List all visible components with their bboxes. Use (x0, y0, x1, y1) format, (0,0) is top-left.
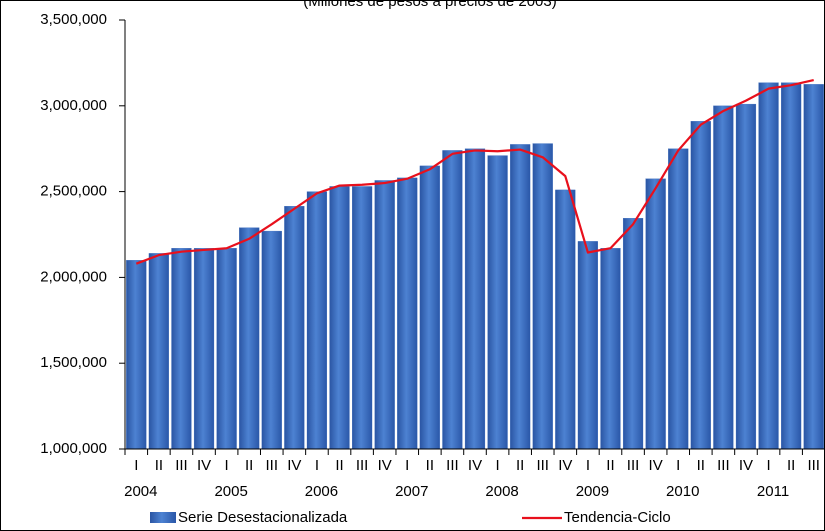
bar (171, 248, 192, 450)
bar (126, 260, 147, 450)
bar (464, 148, 486, 450)
x-tick-label: IV (558, 457, 572, 474)
x-tick-label: II (787, 457, 795, 474)
x-tick-label: I (676, 457, 680, 474)
bar (487, 155, 508, 450)
bar (577, 241, 598, 450)
x-tick-label: III (266, 457, 279, 474)
x-tick-label: II (155, 457, 163, 474)
bar (261, 230, 282, 450)
x-tick-label: II (335, 457, 343, 474)
x-tick-label: I (766, 457, 770, 474)
x-tick-label: III (717, 457, 730, 474)
x-tick-label: II (606, 457, 614, 474)
bar (510, 144, 531, 450)
y-tick-label: 1,500,000 (40, 354, 107, 371)
legend-swatch (150, 512, 176, 523)
bar (645, 178, 666, 450)
trend-line (135, 78, 814, 265)
year-label: 2006 (305, 483, 338, 500)
x-tick-label: II (426, 457, 434, 474)
x-tick-label: IV (468, 457, 482, 474)
x-tick-label: I (225, 457, 229, 474)
x-tick-label: IV (197, 457, 211, 474)
year-label: 2011 (757, 483, 789, 500)
year-label: 2010 (666, 483, 699, 500)
year-label: 2008 (485, 483, 518, 500)
bar (216, 248, 237, 450)
x-tick-label: IV (739, 457, 753, 474)
x-tick-label: IV (287, 457, 301, 474)
x-tick-label: I (405, 457, 409, 474)
year-label: 2007 (395, 483, 428, 500)
chart-subtitle: (Millones de pesos a precios de 2003) (303, 0, 556, 10)
bar (668, 148, 689, 450)
x-tick-label: III (446, 457, 459, 474)
bar (803, 84, 824, 450)
x-tick-label: II (697, 457, 705, 474)
bar (284, 206, 305, 450)
x-tick-label: III (627, 457, 640, 474)
x-tick-label: I (495, 457, 499, 474)
bar (374, 180, 395, 450)
x-tick-label: II (516, 457, 524, 474)
bar (239, 227, 260, 450)
bar (622, 218, 644, 450)
x-tick-label: IV (649, 457, 663, 474)
bar (735, 103, 757, 450)
bar (600, 248, 621, 450)
legend-label: Tendencia-Ciclo (564, 509, 671, 526)
x-tick-label: I (315, 457, 319, 474)
year-label: 2005 (214, 483, 247, 500)
y-tick-label: 2,000,000 (40, 268, 107, 285)
bar (532, 143, 553, 450)
bar (442, 150, 463, 450)
bar (352, 186, 373, 450)
bar (713, 105, 734, 450)
bar (555, 189, 576, 450)
year-label: 2004 (124, 483, 157, 500)
y-tick-label: 1,000,000 (40, 440, 107, 457)
bar (329, 186, 350, 450)
bar (419, 165, 440, 450)
y-tick-label: 3,000,000 (40, 97, 107, 114)
bar (397, 177, 418, 450)
bar (758, 82, 779, 450)
bar (148, 253, 169, 450)
bar (193, 248, 215, 450)
x-tick-label: III (807, 457, 820, 474)
bar (690, 121, 711, 450)
x-tick-label: III (175, 457, 188, 474)
year-label: 2009 (576, 483, 609, 500)
bar (781, 82, 802, 450)
x-tick-label: I (134, 457, 138, 474)
x-tick-label: III (356, 457, 369, 474)
bar (306, 191, 328, 450)
x-tick-label: II (245, 457, 253, 474)
x-tick-label: I (586, 457, 590, 474)
legend-label: Serie Desestacionalizada (178, 509, 348, 526)
y-tick-label: 3,500,000 (40, 11, 107, 28)
y-tick-label: 2,500,000 (40, 183, 107, 200)
x-tick-label: IV (378, 457, 392, 474)
x-tick-label: III (536, 457, 549, 474)
